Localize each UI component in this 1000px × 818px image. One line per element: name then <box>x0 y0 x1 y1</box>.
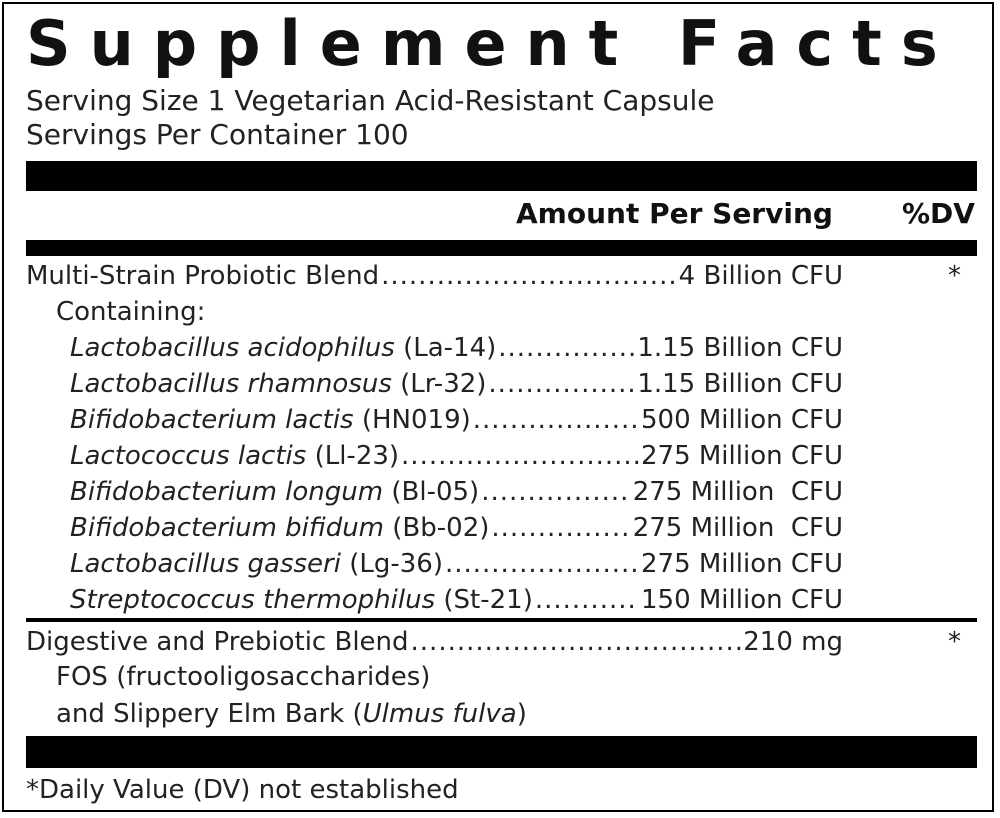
strain-code: (St-21) <box>443 585 533 615</box>
leader-dots <box>491 510 630 546</box>
strain-species: Streptococcus thermophilus <box>70 585 436 615</box>
strain-name: Lactobacillus acidophilus (La-14) <box>70 330 496 366</box>
containing-label: Containing: <box>56 297 206 327</box>
blend1-dv: * <box>948 261 961 291</box>
strain-row: Lactococcus lactis (Ll-23) 275 Million CF… <box>70 438 843 474</box>
blend2-dv: * <box>948 627 961 657</box>
divider-between-blends <box>26 618 977 622</box>
strain-amount: 275 Million CFU <box>632 513 843 543</box>
strain-row: Lactobacillus rhamnosus (Lr-32) 1.15 Bill… <box>70 366 843 402</box>
blend1-name: Multi-Strain Probiotic Blend <box>26 261 380 291</box>
strain-row: Lactobacillus gasseri (Lg-36) 275 Million… <box>70 546 843 582</box>
leader-dots <box>445 546 639 582</box>
serving-size: Serving Size 1 Vegetarian Acid-Resistant… <box>26 84 715 117</box>
blend2-row: Digestive and Prebiotic Blend 210 mg <box>26 624 843 660</box>
strain-name: Lactobacillus gasseri (Lg-36) <box>70 546 443 582</box>
strain-amount: 275 Million CFU <box>640 549 843 579</box>
strain-amount: 1.15 Billion CFU <box>637 369 843 399</box>
leader-dots <box>481 474 631 510</box>
strain-species: Bifidobacterium bifidum <box>70 513 385 543</box>
strain-row: Lactobacillus acidophilus (La-14) 1.15 Bi… <box>70 330 843 366</box>
divider-under-header <box>26 240 977 256</box>
strain-amount: 275 Million CFU <box>640 441 843 471</box>
leader-dots <box>381 258 677 294</box>
strain-row: Streptococcus thermophilus (St-21) 150 Mi… <box>70 582 843 618</box>
strain-name: Bifidobacterium longum (Bl-05) <box>70 474 479 510</box>
blend2-amount: 210 mg <box>743 627 843 657</box>
servings-per-container: Servings Per Container 100 <box>26 118 409 151</box>
blend2-ingredient-fos: FOS (fructooligosaccharides) <box>56 662 431 692</box>
blend2-name: Digestive and Prebiotic Blend <box>26 627 409 657</box>
strain-species: Lactobacillus gasseri <box>70 549 341 579</box>
leader-dots <box>411 624 742 660</box>
strain-species: Lactobacillus rhamnosus <box>70 369 392 399</box>
strain-code: (Bb-02) <box>392 513 490 543</box>
strain-name: Lactobacillus rhamnosus (Lr-32) <box>70 366 486 402</box>
strain-name: Bifidobacterium bifidum (Bb-02) <box>70 510 489 546</box>
blend1-amount: 4 Billion CFU <box>678 261 843 291</box>
leader-dots <box>498 330 635 366</box>
strain-code: (HN019) <box>361 405 471 435</box>
strain-species: Bifidobacterium longum <box>70 477 384 507</box>
strain-code: (Ll-23) <box>314 441 400 471</box>
strain-row: Bifidobacterium longum (Bl-05) 275 Millio… <box>70 474 843 510</box>
footnote: *Daily Value (DV) not established <box>26 775 459 805</box>
strain-row: Bifidobacterium lactis (HN019) 500 Millio… <box>70 402 843 438</box>
blend1-row: Multi-Strain Probiotic Blend 4 Billion C… <box>26 258 843 294</box>
strain-species: Lactococcus lactis <box>70 441 307 471</box>
thick-divider-top <box>26 161 977 191</box>
strain-amount: 500 Million CFU <box>640 405 843 435</box>
strain-name: Streptococcus thermophilus (St-21) <box>70 582 533 618</box>
leader-dots <box>535 582 639 618</box>
strain-species: Lactobacillus acidophilus <box>70 333 395 363</box>
strain-species: Bifidobacterium lactis <box>70 405 354 435</box>
strain-code: (Bl-05) <box>391 477 480 507</box>
strain-name: Bifidobacterium lactis (HN019) <box>70 402 471 438</box>
blend2-ingredient-elm: and Slippery Elm Bark (Ulmus fulva) <box>56 699 527 729</box>
strain-amount: 1.15 Billion CFU <box>637 333 843 363</box>
leader-dots <box>401 438 639 474</box>
panel-title: Supplement Facts <box>26 7 957 80</box>
amount-per-serving-header: Amount Per Serving <box>516 197 833 230</box>
strain-code: (La-14) <box>403 333 497 363</box>
dv-header: %DV <box>902 197 975 230</box>
leader-dots <box>473 402 639 438</box>
strain-code: (Lr-32) <box>400 369 487 399</box>
strain-row: Bifidobacterium bifidum (Bb-02) 275 Milli… <box>70 510 843 546</box>
strain-amount: 150 Million CFU <box>640 585 843 615</box>
thick-divider-bottom <box>26 736 977 768</box>
strain-name: Lactococcus lactis (Ll-23) <box>70 438 399 474</box>
strain-code: (Lg-36) <box>349 549 443 579</box>
leader-dots <box>488 366 635 402</box>
strain-amount: 275 Million CFU <box>632 477 843 507</box>
